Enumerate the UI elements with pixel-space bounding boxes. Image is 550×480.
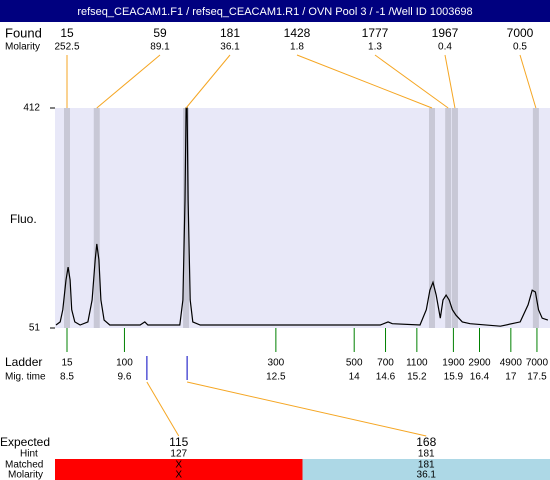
ladder-size: 1900: [442, 358, 465, 369]
ladder-size: 300: [268, 358, 285, 369]
expected-molarity-label: Molarity: [8, 470, 43, 480]
peak-band: [428, 108, 435, 328]
found-size: 1777: [362, 26, 389, 40]
found-molarity: 89.1: [150, 42, 170, 53]
found-connector: [519, 54, 537, 109]
ladder-time: 14.6: [376, 372, 396, 383]
found-size: 181: [220, 26, 240, 40]
title: refseq_CEACAM1.F1 / refseq_CEACAM1.R1 / …: [77, 6, 472, 18]
ladder-time: 12.5: [266, 372, 286, 383]
found-molarity: 1.8: [290, 42, 304, 53]
found-molarity: 36.1: [220, 42, 240, 53]
y-axis-label: Fluo.: [10, 212, 37, 226]
expected-box: [55, 459, 303, 480]
peak-band: [183, 108, 190, 328]
peak-band: [451, 108, 458, 328]
hint-label: Hint: [20, 449, 38, 460]
title-bar: [0, 0, 550, 22]
found-connector: [444, 54, 456, 109]
ladder-time: 14: [349, 372, 361, 383]
expected-hint: 127: [170, 449, 187, 460]
plot-area: [55, 108, 550, 328]
found-molarity: 252.5: [54, 42, 79, 53]
ladder-time: 15.9: [444, 372, 464, 383]
found-molarity: 1.3: [368, 42, 382, 53]
ladder-time: 17: [505, 372, 517, 383]
expected-connector: [186, 381, 427, 437]
peak-band: [532, 108, 539, 328]
found-connector: [96, 54, 161, 109]
expected-matched: X: [175, 460, 182, 471]
ladder-size: 100: [116, 358, 133, 369]
found-connector: [374, 54, 449, 109]
peak-band: [93, 108, 100, 328]
ladder-time: 16.4: [470, 372, 490, 383]
expected-matched: 181: [418, 460, 435, 471]
y-tick-label: 412: [23, 103, 40, 114]
found-molarity: 0.4: [438, 42, 452, 53]
expected-label: Expected: [0, 435, 50, 449]
found-size: 1967: [432, 26, 459, 40]
ladder-time: 8.5: [60, 372, 74, 383]
trace: [55, 107, 549, 327]
found-size: 7000: [507, 26, 534, 40]
ladder-size: 15: [61, 358, 73, 369]
ladder-time: 9.6: [117, 372, 131, 383]
expected-molarity: X: [175, 470, 182, 480]
ladder-size: 7000: [526, 358, 549, 369]
ladder-size: 500: [346, 358, 363, 369]
ladder-size: 1100: [406, 358, 428, 369]
ladder-time: 15.2: [407, 372, 427, 383]
expected-molarity: 36.1: [417, 470, 437, 480]
molarity-label: Molarity: [5, 42, 40, 53]
expected-connector: [146, 381, 180, 437]
mig-time-label: Mig. time: [5, 372, 46, 383]
found-size: 59: [153, 26, 167, 40]
expected-hint: 181: [418, 449, 435, 460]
expected-box: [302, 459, 550, 480]
y-tick-label: 51: [29, 323, 41, 334]
found-size: 15: [60, 26, 74, 40]
found-connector: [185, 54, 231, 109]
ladder-size: 700: [377, 358, 394, 369]
ladder-size: 2900: [468, 358, 491, 369]
peak-band: [445, 108, 452, 328]
found-size: 1428: [284, 26, 311, 40]
found-label: Found: [5, 25, 42, 40]
peak-band: [64, 108, 71, 328]
expected-size: 168: [416, 435, 436, 449]
found-molarity: 0.5: [513, 42, 527, 53]
expected-size: 115: [169, 435, 188, 449]
ladder-size: 4900: [500, 358, 523, 369]
ladder-label: Ladder: [5, 355, 42, 369]
ladder-time: 17.5: [527, 372, 547, 383]
matched-label: Matched: [5, 460, 43, 471]
found-connector: [296, 54, 433, 109]
